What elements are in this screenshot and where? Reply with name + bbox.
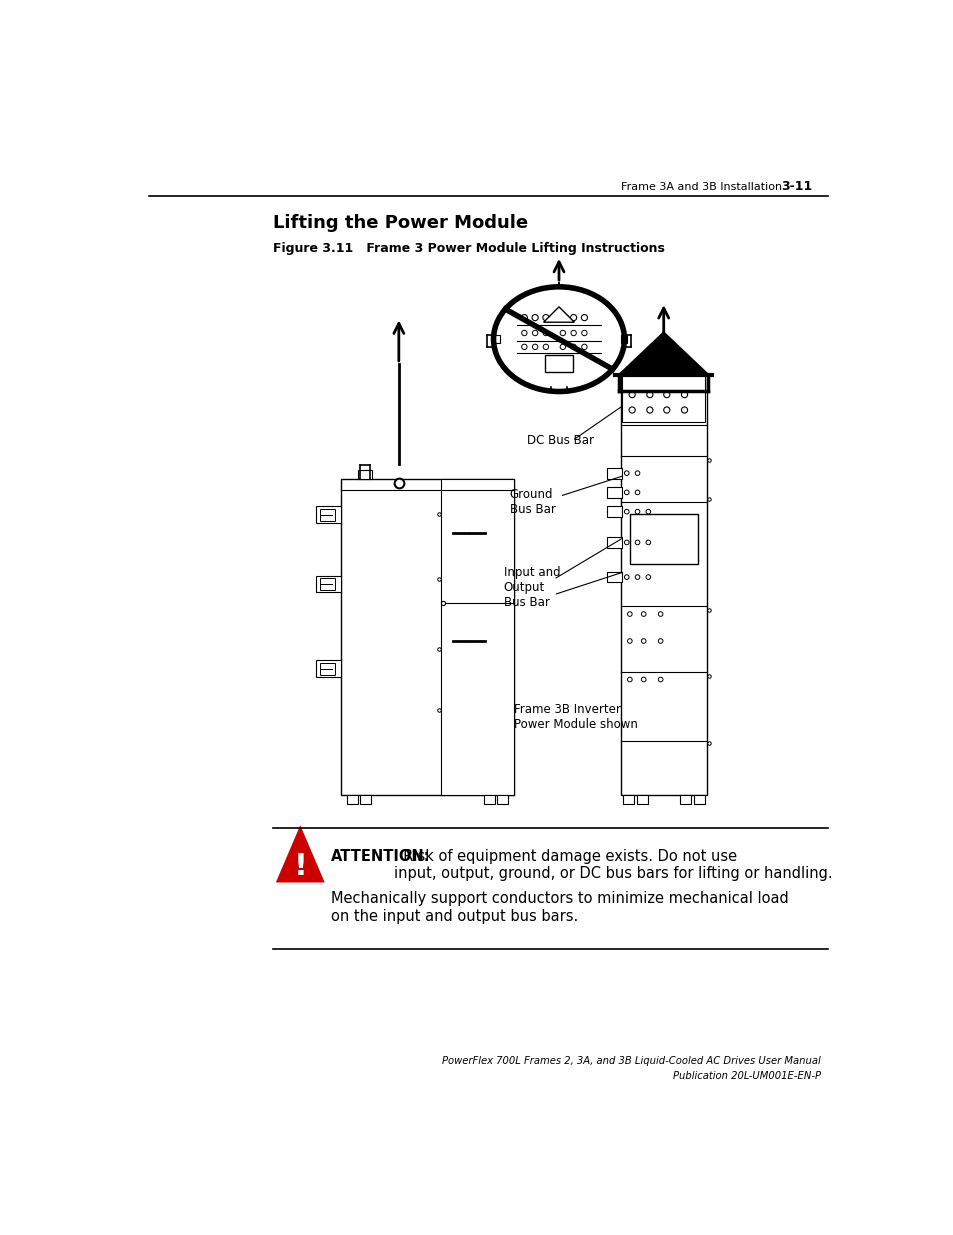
Bar xyxy=(440,479,514,795)
Circle shape xyxy=(627,638,632,643)
Circle shape xyxy=(663,406,669,412)
Bar xyxy=(319,662,335,674)
Bar xyxy=(693,795,703,804)
Text: PowerFlex 700L Frames 2, 3A, and 3B Liquid-Cooled AC Drives User Manual: PowerFlex 700L Frames 2, 3A, and 3B Liqu… xyxy=(441,1056,820,1066)
Circle shape xyxy=(624,574,628,579)
Bar xyxy=(484,795,495,804)
Circle shape xyxy=(542,315,548,321)
Bar xyxy=(360,795,371,804)
Circle shape xyxy=(559,345,565,350)
Circle shape xyxy=(570,330,576,336)
Circle shape xyxy=(580,315,587,321)
Bar xyxy=(606,468,621,478)
Circle shape xyxy=(628,406,635,412)
Bar xyxy=(606,572,621,583)
Text: Risk of equipment damage exists. Do not use
input, output, ground, or DC bus bar: Risk of equipment damage exists. Do not … xyxy=(394,848,832,882)
Circle shape xyxy=(635,540,639,545)
Text: Frame 3B Inverter
Power Module shown: Frame 3B Inverter Power Module shown xyxy=(514,703,638,731)
Circle shape xyxy=(658,638,662,643)
Bar xyxy=(629,514,697,564)
Bar xyxy=(497,795,508,804)
Circle shape xyxy=(532,330,537,336)
Circle shape xyxy=(658,677,662,682)
Circle shape xyxy=(542,345,548,350)
Circle shape xyxy=(658,611,662,616)
Circle shape xyxy=(646,391,652,398)
Bar xyxy=(316,576,341,593)
Circle shape xyxy=(680,391,687,398)
Polygon shape xyxy=(618,333,708,375)
Bar xyxy=(316,661,341,677)
Circle shape xyxy=(532,315,537,321)
Circle shape xyxy=(663,391,669,398)
Circle shape xyxy=(640,638,645,643)
Text: Input and
Output
Bus Bar: Input and Output Bus Bar xyxy=(503,566,559,609)
Circle shape xyxy=(628,391,635,398)
Circle shape xyxy=(542,330,548,336)
Bar xyxy=(620,375,706,795)
Bar xyxy=(679,795,690,804)
Bar xyxy=(493,336,499,343)
Bar xyxy=(347,795,357,804)
Text: Frame 3A and 3B Installation: Frame 3A and 3B Installation xyxy=(620,182,781,191)
Bar xyxy=(606,487,621,498)
Circle shape xyxy=(520,315,527,321)
Circle shape xyxy=(635,471,639,475)
Circle shape xyxy=(680,406,687,412)
Circle shape xyxy=(627,677,632,682)
Circle shape xyxy=(532,345,537,350)
Circle shape xyxy=(559,330,565,336)
Circle shape xyxy=(645,540,650,545)
Text: 3-11: 3-11 xyxy=(780,180,811,193)
Bar xyxy=(620,336,626,343)
Circle shape xyxy=(559,315,565,321)
Circle shape xyxy=(635,490,639,495)
Text: Lifting the Power Module: Lifting the Power Module xyxy=(274,214,528,232)
Circle shape xyxy=(570,345,576,350)
Bar xyxy=(622,795,633,804)
Text: Publication 20L-UM001E-EN-P: Publication 20L-UM001E-EN-P xyxy=(672,1071,820,1081)
Circle shape xyxy=(521,330,526,336)
Circle shape xyxy=(581,330,586,336)
Circle shape xyxy=(624,490,628,495)
Circle shape xyxy=(624,509,628,514)
Text: Mechanically support conductors to minimize mechanical load
on the input and out: Mechanically support conductors to minim… xyxy=(331,892,788,924)
Circle shape xyxy=(570,315,577,321)
Circle shape xyxy=(581,345,586,350)
Bar xyxy=(606,537,621,548)
Bar xyxy=(606,506,621,517)
Polygon shape xyxy=(543,306,574,322)
Circle shape xyxy=(627,611,632,616)
Bar xyxy=(341,479,514,795)
Circle shape xyxy=(645,509,650,514)
Circle shape xyxy=(521,345,526,350)
Circle shape xyxy=(624,540,628,545)
Bar xyxy=(544,354,572,372)
Bar xyxy=(319,578,335,590)
Circle shape xyxy=(640,677,645,682)
Bar xyxy=(636,795,647,804)
Text: !: ! xyxy=(293,852,307,881)
Circle shape xyxy=(640,611,645,616)
Circle shape xyxy=(635,574,639,579)
Circle shape xyxy=(635,509,639,514)
Bar xyxy=(316,506,341,524)
Bar xyxy=(357,471,372,479)
Text: DC Bus Bar: DC Bus Bar xyxy=(527,435,594,447)
Circle shape xyxy=(646,406,652,412)
Bar xyxy=(319,509,335,521)
Text: Figure 3.11   Frame 3 Power Module Lifting Instructions: Figure 3.11 Frame 3 Power Module Lifting… xyxy=(274,242,664,254)
Bar xyxy=(621,375,704,421)
Circle shape xyxy=(645,574,650,579)
Circle shape xyxy=(624,471,628,475)
Polygon shape xyxy=(277,829,322,881)
Text: Ground
Bus Bar: Ground Bus Bar xyxy=(509,488,555,516)
Text: ATTENTION:: ATTENTION: xyxy=(331,848,430,864)
